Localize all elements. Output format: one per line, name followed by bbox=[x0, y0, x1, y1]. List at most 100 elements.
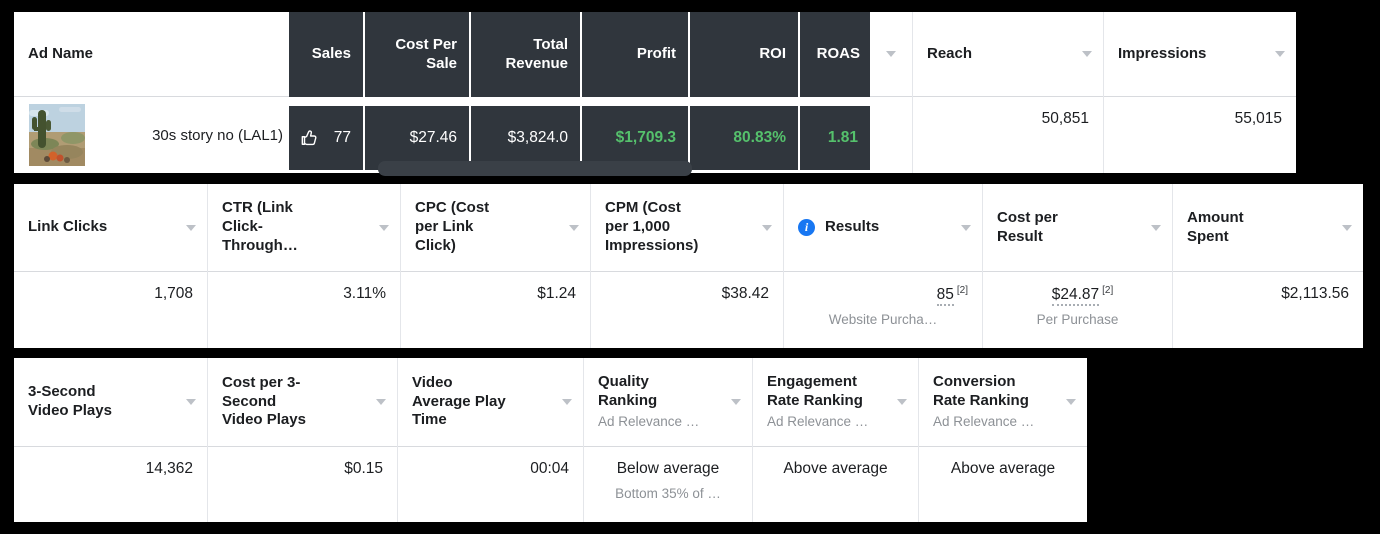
sort-chevron-icon[interactable] bbox=[731, 399, 741, 405]
cell-total-revenue: $3,824.0 bbox=[471, 106, 580, 170]
sort-chevron-icon[interactable] bbox=[569, 224, 579, 231]
column-header-cost-per-3s-video-play[interactable]: Cost per 3-Second Video Plays bbox=[208, 358, 397, 447]
column-3s-video-plays: 3-Second Video Plays 14,362 bbox=[14, 358, 207, 522]
column-header-results[interactable]: i Results bbox=[784, 184, 982, 272]
cell-value: $0.15 bbox=[344, 460, 383, 477]
sort-chevron-icon[interactable] bbox=[1342, 224, 1352, 231]
cell-ctr: 3.11% bbox=[208, 272, 400, 348]
sort-chevron-icon[interactable] bbox=[1151, 224, 1161, 231]
cell-sub-label: Per Purchase bbox=[1036, 312, 1119, 328]
cell-cpm: $38.42 bbox=[591, 272, 783, 348]
sort-chevron-icon[interactable] bbox=[1275, 51, 1285, 57]
column-header-ad-name[interactable]: Ad Name bbox=[14, 12, 289, 97]
column-header-video-avg-play-time[interactable]: Video Average Play Time bbox=[398, 358, 583, 447]
column-header-label: Profit bbox=[636, 45, 676, 63]
cell-roi: 80.83% bbox=[690, 106, 798, 170]
cell-value: 00:04 bbox=[530, 460, 569, 477]
column-cost-per-sale: Cost Per Sale $27.46 bbox=[363, 12, 469, 173]
cell-profit: $1,709.3 bbox=[582, 106, 688, 170]
cell-cpc: $1.24 bbox=[401, 272, 590, 348]
column-header-sales[interactable]: Sales bbox=[289, 12, 363, 97]
column-header-profit[interactable]: Profit bbox=[582, 12, 688, 97]
column-header-label: ROI bbox=[759, 45, 786, 63]
cell-value: 1.81 bbox=[827, 129, 858, 146]
ad-thumbnail[interactable] bbox=[29, 104, 85, 166]
column-header-label: CTR (Link Click-Through… bbox=[222, 199, 298, 254]
column-header-link-clicks[interactable]: Link Clicks bbox=[14, 184, 207, 272]
cell-value: Below average bbox=[616, 460, 720, 477]
sort-chevron-icon[interactable] bbox=[186, 224, 196, 231]
column-header-label: 3-Second Video Plays bbox=[28, 383, 112, 419]
column-header-amount-spent[interactable]: Amount Spent bbox=[1173, 184, 1363, 272]
column-header-total-revenue[interactable]: Total Revenue bbox=[471, 12, 580, 97]
column-header-conversion-rate-ranking[interactable]: Conversion Rate Ranking Ad Relevance … bbox=[919, 358, 1087, 447]
horizontal-scrollbar-thumb[interactable] bbox=[378, 161, 692, 176]
column-header-label: Engagement Rate Ranking bbox=[767, 373, 863, 410]
column-amount-spent: Amount Spent $2,113.56 bbox=[1172, 184, 1363, 348]
column-header-label: Cost per 3-Second Video Plays bbox=[222, 373, 306, 429]
column-header-label: Ad Name bbox=[28, 44, 94, 62]
column-header-quality-ranking[interactable]: Quality Ranking Ad Relevance … bbox=[584, 358, 752, 447]
column-sort-stub bbox=[870, 12, 912, 173]
desert-cactus-photo-icon bbox=[29, 104, 85, 166]
table-section-middle: Link Clicks 1,708 CTR (Link Click-Throug… bbox=[14, 184, 1363, 348]
sort-chevron-icon[interactable] bbox=[1066, 399, 1076, 405]
sort-chevron-icon[interactable] bbox=[886, 51, 896, 57]
cell-cost-per-3s-video-play: $0.15 bbox=[208, 447, 397, 522]
cell-video-avg-play-time: 00:04 bbox=[398, 447, 583, 522]
cell-engagement-rate-ranking: Above average bbox=[753, 447, 918, 522]
cell-quality-ranking: Below average Bottom 35% of … bbox=[584, 447, 752, 522]
column-header-label: Impressions bbox=[1118, 44, 1207, 62]
cell-cost-per-result: $24.87 [2] Per Purchase bbox=[983, 272, 1172, 348]
ad-name-link[interactable]: 30s story no (LAL1) bbox=[152, 126, 283, 144]
column-impressions: Impressions 55,015 bbox=[1103, 12, 1296, 173]
column-header-roi[interactable]: ROI bbox=[690, 12, 798, 97]
ad-row: 30s story no (LAL1) bbox=[14, 97, 289, 173]
column-cpm: CPM (Cost per 1,000 Impressions) $38.42 bbox=[590, 184, 783, 348]
cell-value[interactable]: 85 bbox=[936, 286, 954, 307]
sort-chevron-icon[interactable] bbox=[897, 399, 907, 405]
column-header-ctr[interactable]: CTR (Link Click-Through… bbox=[208, 184, 400, 272]
column-profit: Profit $1,709.3 bbox=[580, 12, 688, 173]
sort-chevron-icon[interactable] bbox=[961, 224, 971, 231]
column-header-label: Link Clicks bbox=[28, 218, 108, 236]
sort-chevron-icon[interactable] bbox=[186, 399, 196, 405]
column-header-sort-stub[interactable] bbox=[870, 12, 912, 97]
cell-value: Above average bbox=[950, 460, 1056, 477]
column-header-sub-label: Ad Relevance … bbox=[598, 413, 700, 429]
column-header-label: Conversion Rate Ranking bbox=[933, 373, 1029, 410]
sort-chevron-icon[interactable] bbox=[762, 224, 772, 231]
column-video-avg-play-time: Video Average Play Time 00:04 bbox=[397, 358, 583, 522]
column-sales: Sales 77 bbox=[289, 12, 363, 173]
table-section-top: Ad Name bbox=[14, 12, 1296, 173]
column-header-reach[interactable]: Reach bbox=[913, 12, 1103, 97]
cell-reach: 50,851 bbox=[913, 97, 1103, 173]
cell-sub-label: Website Purcha… bbox=[828, 312, 938, 328]
column-header-label: ROAS bbox=[816, 45, 860, 63]
column-header-cpm[interactable]: CPM (Cost per 1,000 Impressions) bbox=[591, 184, 783, 272]
sort-chevron-icon[interactable] bbox=[562, 399, 572, 405]
column-header-impressions[interactable]: Impressions bbox=[1104, 12, 1296, 97]
column-header-sub-label: Ad Relevance … bbox=[933, 413, 1035, 429]
column-header-label: Cost Per Sale bbox=[395, 35, 457, 72]
info-icon[interactable]: i bbox=[798, 219, 815, 236]
cell-value: 55,015 bbox=[1234, 110, 1282, 127]
sort-chevron-icon[interactable] bbox=[376, 399, 386, 405]
cell-sub-label: Bottom 35% of … bbox=[615, 486, 721, 501]
column-reach: Reach 50,851 bbox=[912, 12, 1103, 173]
cell-value: 50,851 bbox=[1041, 110, 1089, 127]
column-roi: ROI 80.83% bbox=[688, 12, 798, 173]
column-header-cost-per-sale[interactable]: Cost Per Sale bbox=[365, 12, 469, 97]
column-header-cpc[interactable]: CPC (Cost per Link Click) bbox=[401, 184, 590, 272]
column-header-cost-per-result[interactable]: Cost per Result bbox=[983, 184, 1172, 272]
column-header-roas[interactable]: ROAS bbox=[800, 12, 870, 97]
sort-chevron-icon[interactable] bbox=[1082, 51, 1092, 57]
cell-value: $3,824.0 bbox=[507, 129, 568, 146]
column-engagement-rate-ranking: Engagement Rate Ranking Ad Relevance … A… bbox=[752, 358, 918, 522]
column-header-label: Sales bbox=[311, 45, 351, 63]
column-header-engagement-rate-ranking[interactable]: Engagement Rate Ranking Ad Relevance … bbox=[753, 358, 918, 447]
footnote-marker: [2] bbox=[1102, 285, 1114, 296]
sort-chevron-icon[interactable] bbox=[379, 224, 389, 231]
cell-value[interactable]: $24.87 bbox=[1051, 286, 1100, 307]
column-header-3s-video-plays[interactable]: 3-Second Video Plays bbox=[14, 358, 207, 447]
